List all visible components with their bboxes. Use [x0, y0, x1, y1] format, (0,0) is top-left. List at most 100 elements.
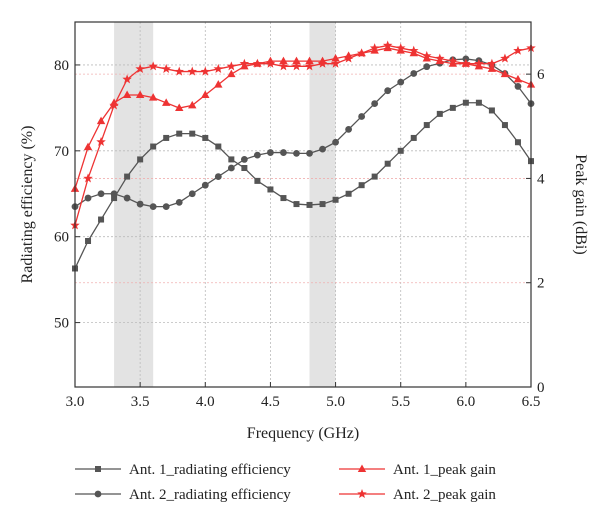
data-point-star	[239, 58, 250, 68]
data-point-star	[213, 63, 224, 73]
legend-marker	[357, 464, 367, 472]
y-right-tick-label: 4	[537, 171, 545, 187]
data-point-star	[122, 74, 132, 84]
data-point-star	[448, 56, 458, 66]
data-point-star	[382, 40, 393, 50]
data-point-triangle	[279, 56, 288, 65]
data-point-square	[371, 173, 378, 180]
legend: Ant. 1_radiating efficiency Ant. 1_peak g…	[75, 462, 496, 503]
legend-label: Ant. 1_peak gain	[393, 462, 496, 478]
legend-label: Ant. 2_peak gain	[393, 487, 496, 503]
data-point-circle	[254, 151, 261, 159]
data-point-triangle	[513, 74, 523, 83]
data-point-square	[215, 143, 222, 150]
data-point-triangle	[227, 69, 236, 78]
data-point-square	[397, 147, 404, 154]
data-point-star	[83, 173, 93, 183]
data-point-square	[202, 134, 209, 141]
data-point-triangle	[188, 100, 197, 109]
data-point-square	[384, 160, 391, 167]
data-point-triangle	[305, 56, 314, 65]
x-axis-title: Frequency (GHz)	[247, 425, 359, 442]
data-point-square	[436, 110, 443, 117]
data-point-circle	[214, 173, 222, 180]
data-point-star	[408, 45, 419, 55]
data-point-star	[395, 43, 406, 53]
data-point-square	[241, 165, 248, 171]
data-point-square	[124, 173, 131, 180]
plot-frame	[74, 21, 532, 388]
data-point-star	[356, 48, 367, 58]
data-point-star	[513, 45, 523, 55]
data-point-star	[187, 66, 198, 76]
y-right-tick-label: 0	[537, 380, 545, 396]
data-point-square	[332, 196, 339, 203]
data-point-square	[475, 99, 482, 106]
legend-label: Ant. 2_radiating efficiency	[129, 487, 291, 503]
data-point-triangle	[214, 80, 223, 88]
data-point-star	[369, 43, 380, 53]
data-point-circle	[240, 156, 248, 163]
data-point-circle	[188, 190, 196, 198]
data-point-star	[317, 58, 328, 68]
data-point-star	[278, 61, 289, 71]
data-point-circle	[384, 87, 392, 95]
data-point-triangle	[487, 64, 497, 72]
data-point-triangle	[201, 90, 210, 98]
data-point-square	[163, 134, 170, 141]
data-point-circle	[267, 149, 274, 156]
data-point-circle	[397, 78, 405, 86]
data-point-triangle	[500, 69, 510, 78]
data-point-star	[200, 66, 211, 76]
data-point-circle	[227, 164, 235, 172]
data-point-square	[319, 201, 326, 208]
data-point-star	[343, 53, 354, 63]
data-point-star	[226, 61, 237, 71]
ticks: 3.0 3.5 4.0 4.5 5.0 5.5 6.0 6.5 50 60 70 80 0 2 4 6	[54, 58, 545, 410]
data-point-square	[345, 190, 352, 197]
x-tick-label: 5.5	[391, 394, 410, 410]
data-point-circle	[84, 194, 92, 202]
y-left-tick-label: 50	[54, 316, 69, 332]
data-point-circle	[410, 70, 418, 77]
data-point-square	[306, 201, 313, 208]
data-point-circle	[319, 145, 326, 153]
data-point-star	[148, 61, 158, 71]
data-point-circle	[123, 194, 131, 202]
data-point-circle	[136, 200, 144, 208]
data-point-square	[267, 186, 274, 193]
data-point-circle	[423, 63, 431, 71]
data-point-star	[174, 66, 184, 76]
legend-item-2: Ant. 2_radiating efficiency	[75, 487, 291, 503]
data-point-circle	[371, 100, 379, 107]
data-point-star	[109, 100, 119, 110]
legend-marker	[94, 490, 102, 498]
data-point-square	[85, 238, 92, 244]
shaded-band-1	[114, 22, 154, 387]
data-point-triangle	[292, 56, 301, 65]
data-point-triangle	[122, 90, 132, 98]
legend-marker	[95, 466, 101, 472]
y-left-tick-label: 80	[54, 58, 69, 74]
x-tick-label: 4.5	[261, 394, 280, 410]
data-point-triangle	[96, 116, 106, 125]
data-point-star	[265, 58, 276, 68]
legend-item-3: Ant. 1_peak gain	[339, 462, 496, 478]
data-point-square	[293, 201, 300, 208]
data-point-square	[189, 130, 196, 137]
y-left-tick-label: 70	[54, 144, 69, 160]
data-point-square	[488, 107, 495, 114]
data-point-square	[111, 195, 118, 202]
y-right-tick-label: 2	[537, 276, 545, 292]
data-point-circle	[201, 181, 209, 189]
y-left-tick-label: 60	[54, 230, 69, 246]
legend-item-1: Ant. 1_radiating efficiency	[75, 462, 291, 478]
data-point-triangle	[148, 93, 158, 101]
legend-marker	[357, 489, 367, 499]
data-point-star	[461, 58, 471, 68]
x-tick-label: 5.0	[326, 394, 345, 410]
data-point-square	[358, 182, 365, 189]
data-point-square	[98, 216, 105, 223]
y-right-tick-label: 6	[537, 67, 545, 83]
data-point-square	[228, 156, 235, 163]
